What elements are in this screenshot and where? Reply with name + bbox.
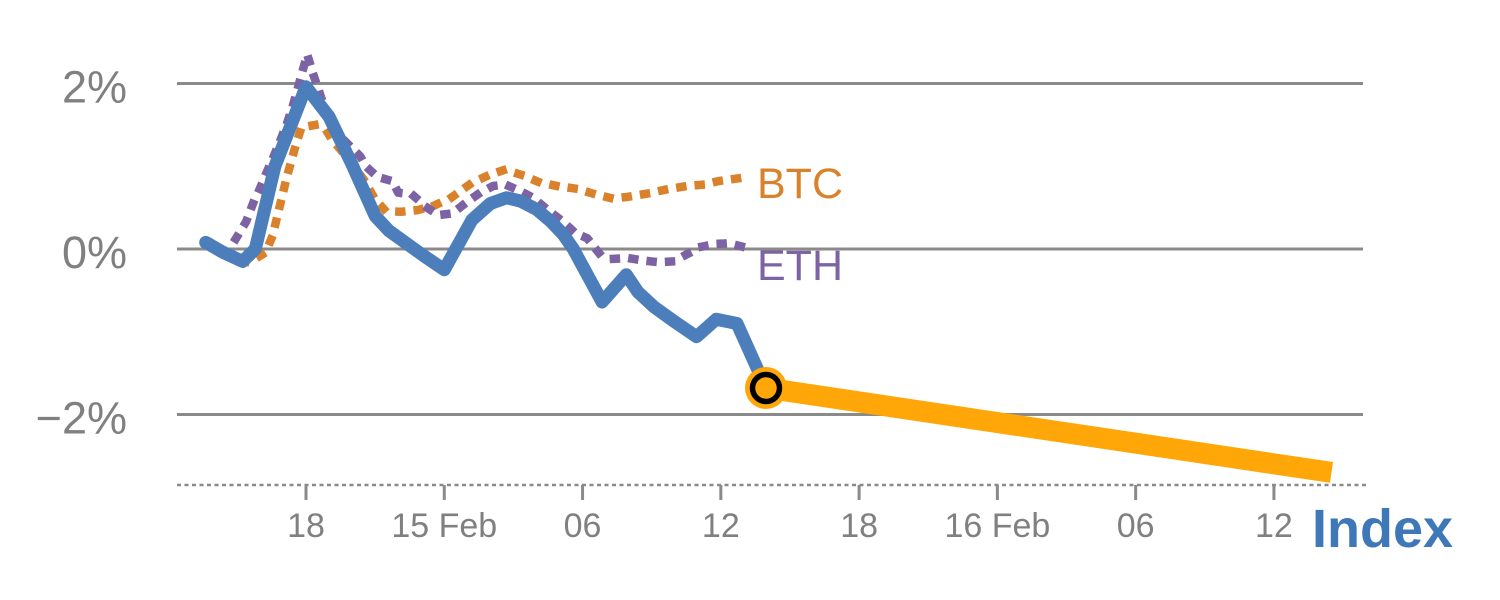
- x-tick-label: 12: [702, 507, 740, 545]
- y-tick-label: −2%: [36, 393, 127, 444]
- eth-series-label: ETH: [757, 242, 843, 290]
- x-tick-label: 06: [1117, 507, 1155, 545]
- y-tick-label: 2%: [62, 62, 127, 113]
- x-tick-label: 18: [287, 507, 325, 545]
- index-line: [199, 80, 773, 395]
- index-forecast-line: [764, 377, 1334, 483]
- forecast-marker-circle-icon: [749, 371, 783, 405]
- eth-line: [201, 50, 759, 267]
- x-tick-label: 15 Feb: [391, 507, 497, 545]
- y-tick-label: 0%: [62, 227, 127, 278]
- x-tick-label: 12: [1255, 507, 1293, 545]
- btc-line: [205, 120, 758, 267]
- x-tick-label: 16 Feb: [944, 507, 1050, 545]
- index-axis-label: Index: [1312, 499, 1454, 559]
- x-tick-label: 18: [840, 507, 878, 545]
- x-tick-label: 06: [564, 507, 602, 545]
- btc-series-label: BTC: [757, 160, 843, 208]
